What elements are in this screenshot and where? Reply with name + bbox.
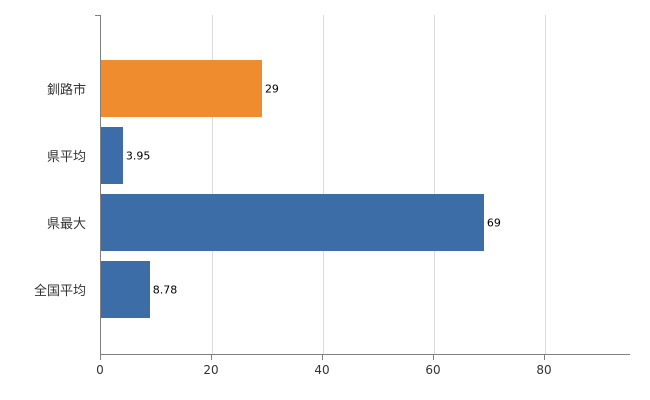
category-label: 県平均 <box>46 150 86 165</box>
bar-row: 3.95 <box>101 127 630 184</box>
bar-1 <box>101 60 262 117</box>
y-axis-labels: 釧路市県平均県最大全国平均 <box>0 60 92 328</box>
bar-value-label: 8.78 <box>152 283 178 296</box>
y-axis-top-tick <box>95 15 100 16</box>
x-tick-mark <box>100 355 101 360</box>
x-tick-label: 40 <box>314 363 330 377</box>
category-label: 釧路市 <box>46 83 86 98</box>
bar-value-label: 29 <box>264 82 279 95</box>
x-tick-label: 80 <box>536 363 552 377</box>
x-tick-mark <box>321 355 323 360</box>
x-tick-mark <box>432 355 434 360</box>
bar-2 <box>101 127 123 184</box>
bar-value-label: 69 <box>486 216 501 229</box>
gridline <box>544 15 546 354</box>
category-label: 全国平均 <box>33 284 86 299</box>
bar-3 <box>101 194 484 251</box>
category-label: 県最大 <box>46 217 86 232</box>
x-axis: 0 20 40 60 80 <box>96 355 630 385</box>
x-tick-label: 20 <box>203 363 219 377</box>
x-tick-mark <box>543 355 545 360</box>
x-tick-label: 0 <box>96 363 104 377</box>
bar-rows: 29 3.95 69 8.78 <box>101 60 630 328</box>
gridline <box>433 15 435 354</box>
bar-row: 29 <box>101 60 630 117</box>
x-tick-mark <box>210 355 212 360</box>
bar-row: 69 <box>101 194 630 251</box>
bar-row: 8.78 <box>101 261 630 318</box>
bar-value-label: 3.95 <box>125 149 151 162</box>
x-tick-label: 60 <box>425 363 441 377</box>
gridline <box>322 15 324 354</box>
gridline <box>211 15 213 354</box>
plot-area: 29 3.95 69 8.78 <box>100 15 630 355</box>
bar-4 <box>101 261 150 318</box>
